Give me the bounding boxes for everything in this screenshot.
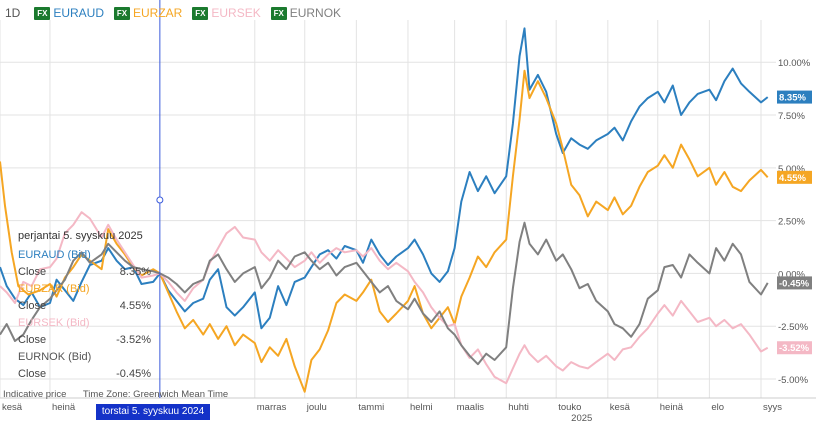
y-tick-label: -5.00% (778, 375, 809, 386)
x-tick-label: syys (763, 402, 782, 413)
series-line-eurnok (0, 221, 769, 366)
y-tick-label: 10.00% (778, 58, 811, 69)
x-tick-label: heinä (52, 402, 76, 413)
y-tick-label: -2.50% (778, 322, 809, 333)
x-tick-label: kesä (610, 402, 631, 413)
fx-icon: FX (34, 6, 51, 20)
last-value-label: -3.52% (779, 343, 810, 354)
chart-footer: Indicative price Time Zone: Greenwich Me… (3, 389, 242, 400)
close-label: Close (18, 368, 47, 380)
x-tick-label: helmi (410, 402, 433, 413)
legend-date: perjantai 5. syyskuu 2025 (18, 230, 143, 242)
last-value-label: -0.45% (779, 278, 810, 289)
symbol-label: EURNOK (289, 6, 342, 20)
close-label: Close (18, 334, 47, 346)
close-value: -0.45% (116, 368, 151, 380)
period-selector[interactable]: 1D (5, 6, 21, 20)
x-tick-label: kesä (2, 402, 23, 413)
legend-series-name: EURSEK (Bid) (18, 317, 90, 329)
legend-close-row: Close -3.52% (18, 332, 151, 349)
x-tick-label: maalis (457, 402, 485, 413)
close-value: -3.52% (116, 334, 151, 346)
timezone-note: Time Zone: Greenwich Mean Time (82, 389, 229, 400)
close-value: 4.55% (119, 300, 151, 312)
legend-close-row: Close -0.45% (18, 366, 151, 383)
last-value-label: 4.55% (779, 173, 806, 184)
symbol-label: EURZAR (133, 6, 183, 20)
crosshair-date-badge: torstai 5. syyskuu 2024 (96, 404, 210, 420)
legend-series-name: EURNOK (Bid) (18, 351, 92, 363)
chart-header: 1D FX EURAUD FX EURZAR FX EURSEK FX EURN… (0, 5, 351, 21)
symbol-eurnok[interactable]: FX EURNOK (270, 6, 342, 20)
price-note: Indicative price (3, 389, 67, 400)
symbol-euraud[interactable]: FX EURAUD (34, 6, 104, 20)
legend-series-name: EURAUD (Bid) (18, 249, 91, 261)
legend-series-name: EURZAR (Bid) (18, 283, 90, 295)
symbol-label: EURAUD (53, 6, 105, 20)
series-line-euraud (0, 27, 769, 330)
last-value-badge (777, 276, 812, 290)
series-line-eurzar (0, 69, 769, 393)
y-tick-label: 0.00% (778, 269, 805, 280)
fx-icon: FX (114, 6, 131, 20)
hover-legend: perjantai 5. syyskuu 2025 EURAUD (Bid) C… (18, 230, 151, 383)
x-tick-label: huhti (508, 402, 529, 413)
x-tick-label: marras (257, 402, 287, 413)
close-value: 8.35% (119, 266, 151, 278)
y-tick-label: 5.00% (778, 164, 805, 175)
x-tick-label: heinä (660, 402, 684, 413)
symbol-eurzar[interactable]: FX EURZAR (114, 6, 182, 20)
fx-icon: FX (270, 6, 287, 20)
y-tick-label: 7.50% (778, 111, 805, 122)
x-tick-label: joulu (306, 402, 327, 413)
x-tick-label: elo (711, 402, 724, 413)
legend-close-row: Close 4.55% (18, 298, 151, 315)
crosshair-marker (156, 196, 164, 204)
last-value-badge (777, 90, 812, 104)
close-label: Close (18, 266, 47, 278)
x-tick-label: tammi (358, 402, 384, 413)
last-value-badge (777, 170, 812, 184)
legend-close-row: Close 8.35% (18, 264, 151, 281)
last-value-label: 8.35% (779, 93, 806, 104)
close-label: Close (18, 300, 47, 312)
last-value-badge (777, 341, 812, 355)
symbol-eursek[interactable]: FX EURSEK (192, 6, 261, 20)
y-tick-label: 2.50% (778, 217, 805, 228)
series-line-eursek (0, 211, 769, 385)
fx-icon: FX (192, 6, 209, 20)
x-tick-label: touko (558, 402, 581, 413)
symbol-label: EURSEK (211, 6, 261, 20)
x-year-label: 2025 (571, 413, 592, 422)
